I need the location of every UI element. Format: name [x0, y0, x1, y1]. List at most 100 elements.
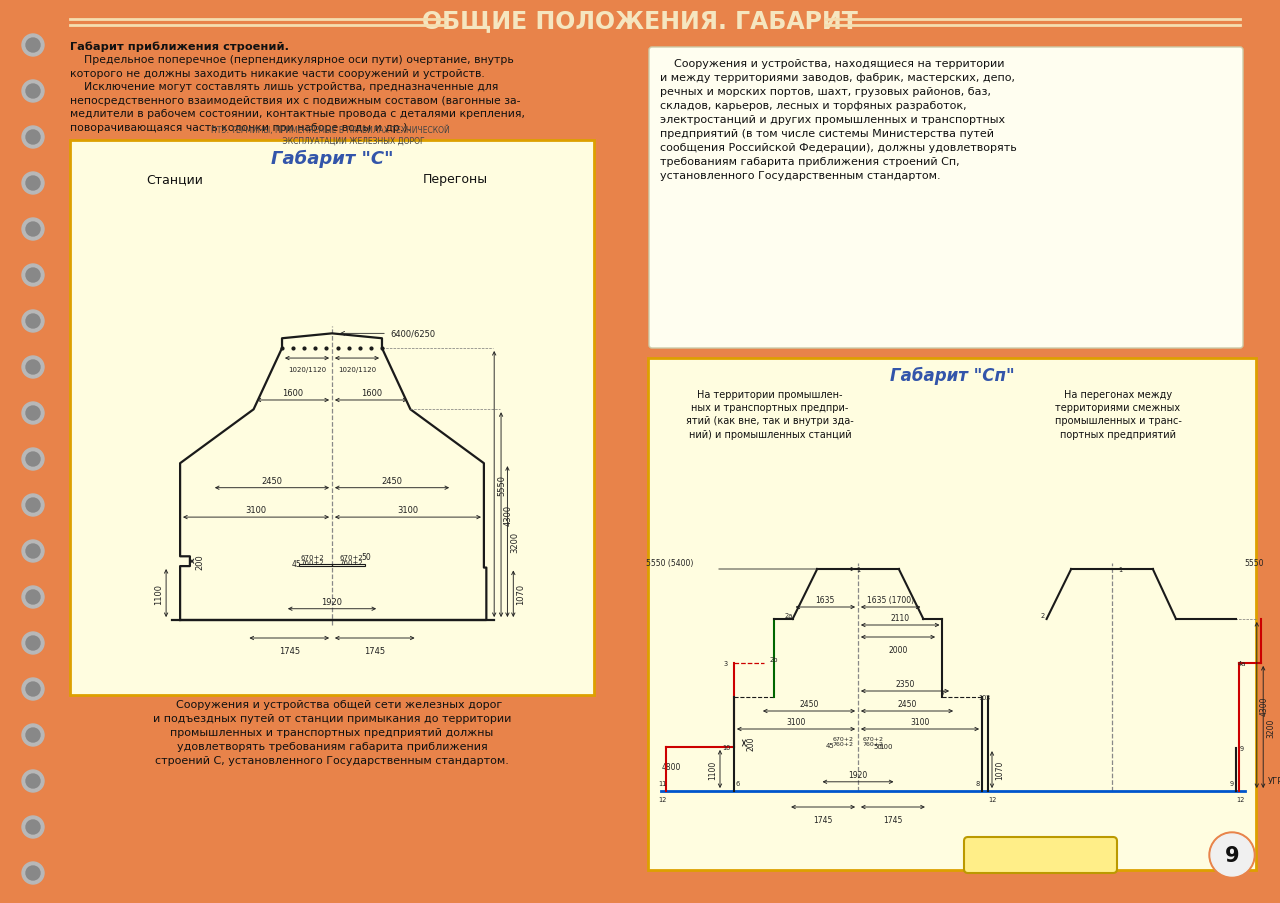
Text: 3200: 3200 — [1266, 718, 1275, 737]
Circle shape — [26, 820, 40, 834]
Text: 9: 9 — [1230, 780, 1234, 787]
Bar — [648, 358, 1256, 870]
Text: 2450: 2450 — [381, 476, 402, 485]
Text: Сооружения и устройства, находящиеся на территории
и между территориями заводов,: Сооружения и устройства, находящиеся на … — [660, 59, 1016, 181]
Circle shape — [22, 862, 44, 884]
Text: 12: 12 — [1235, 796, 1244, 802]
Text: ПТЭ, п.2.4: ПТЭ, п.2.4 — [1005, 849, 1075, 861]
Text: 760+2: 760+2 — [832, 741, 854, 747]
Circle shape — [1211, 834, 1253, 876]
Circle shape — [26, 85, 40, 99]
Text: 1100: 1100 — [708, 759, 717, 778]
Circle shape — [26, 637, 40, 650]
FancyBboxPatch shape — [649, 48, 1243, 349]
Text: 1745: 1745 — [365, 647, 385, 656]
Circle shape — [26, 683, 40, 696]
Text: 1: 1 — [856, 566, 860, 573]
Circle shape — [22, 724, 44, 746]
Circle shape — [26, 545, 40, 558]
Text: 2000: 2000 — [888, 646, 908, 655]
Text: 5550: 5550 — [497, 474, 506, 495]
Text: 11: 11 — [658, 780, 666, 787]
Text: 3: 3 — [986, 694, 989, 700]
Text: 5550: 5550 — [1244, 558, 1263, 567]
Text: 1070: 1070 — [995, 760, 1004, 779]
Circle shape — [22, 632, 44, 655]
Text: 9: 9 — [1225, 845, 1239, 865]
Text: 200: 200 — [195, 554, 204, 570]
Text: 1020/1120: 1020/1120 — [288, 367, 326, 373]
Text: 760+2: 760+2 — [339, 560, 364, 565]
Circle shape — [26, 39, 40, 53]
Text: 4300: 4300 — [504, 505, 513, 526]
Circle shape — [22, 495, 44, 517]
Text: 3100: 3100 — [246, 506, 266, 515]
Circle shape — [26, 177, 40, 191]
Text: Габарит "С": Габарит "С" — [271, 150, 393, 168]
Text: 6: 6 — [736, 780, 740, 787]
Text: 760+2: 760+2 — [301, 560, 324, 565]
Text: 50: 50 — [873, 743, 882, 749]
Text: 670+2: 670+2 — [863, 736, 883, 741]
Circle shape — [22, 265, 44, 286]
Circle shape — [22, 586, 44, 609]
Text: 4300: 4300 — [1260, 695, 1268, 715]
Text: 12: 12 — [988, 796, 996, 802]
Text: 3100: 3100 — [910, 717, 929, 726]
Text: 45: 45 — [826, 742, 835, 748]
Circle shape — [26, 774, 40, 788]
Text: 200: 200 — [748, 736, 756, 750]
Circle shape — [26, 314, 40, 329]
Circle shape — [22, 816, 44, 838]
Text: На территории промышлен-
ных и транспортных предпри-
ятий (как вне, так и внутри: На территории промышлен- ных и транспорт… — [686, 389, 854, 439]
Text: Сооружения и устройства общей сети железных дорог
и подъездных путей от станции : Сооружения и устройства общей сети желез… — [152, 699, 511, 765]
Text: Перегоны: Перегоны — [422, 172, 488, 186]
Circle shape — [22, 403, 44, 424]
Circle shape — [22, 449, 44, 470]
Text: ПТЭ. ТЕРМИНЫ, ПРИМЕНЯЕМЫЕ В ПРАВИЛАХ ТЕХНИЧЕСКОЙ
                    ЭКСПЛУАТАЦИ: ПТЭ. ТЕРМИНЫ, ПРИМЕНЯЕМЫЕ В ПРАВИЛАХ ТЕХ… — [211, 126, 449, 145]
Text: 50: 50 — [361, 553, 371, 562]
Text: 1635: 1635 — [815, 595, 835, 604]
Circle shape — [26, 591, 40, 604]
Text: 1: 1 — [1117, 566, 1123, 573]
Circle shape — [22, 357, 44, 378]
Circle shape — [26, 498, 40, 512]
Text: 2450: 2450 — [261, 476, 283, 485]
Text: 2: 2 — [1041, 612, 1044, 619]
Text: 2b: 2b — [769, 656, 778, 662]
Text: Станции: Станции — [147, 172, 204, 186]
Text: 1635 (1700): 1635 (1700) — [867, 595, 914, 604]
Bar — [300, 564, 332, 566]
Circle shape — [22, 678, 44, 700]
Text: 9: 9 — [1240, 745, 1244, 751]
Text: 1745: 1745 — [883, 815, 902, 824]
Text: 1920: 1920 — [321, 597, 343, 606]
Bar — [70, 141, 594, 695]
Circle shape — [26, 360, 40, 375]
Text: 1100: 1100 — [154, 583, 163, 604]
Text: 670+2: 670+2 — [832, 736, 854, 741]
Text: 10: 10 — [722, 744, 730, 750]
Circle shape — [26, 728, 40, 742]
Text: 1920: 1920 — [849, 770, 868, 779]
Circle shape — [22, 311, 44, 332]
Text: 670+2: 670+2 — [301, 554, 324, 561]
Circle shape — [22, 172, 44, 195]
Text: 3: 3 — [724, 660, 728, 666]
Text: 2450: 2450 — [799, 699, 819, 708]
Text: 5550 (5400): 5550 (5400) — [646, 558, 694, 567]
Text: 3100: 3100 — [397, 506, 419, 515]
Text: Габарит "Сп": Габарит "Сп" — [890, 367, 1014, 385]
Text: Исключение могут составлять лишь устройства, предназначенные для
непосредственно: Исключение могут составлять лишь устройс… — [70, 82, 525, 133]
Circle shape — [22, 126, 44, 149]
Text: 4a: 4a — [1238, 660, 1247, 666]
Circle shape — [22, 770, 44, 792]
Text: 2a: 2a — [785, 612, 792, 619]
Circle shape — [22, 540, 44, 563]
Text: 2110: 2110 — [891, 613, 910, 622]
Circle shape — [26, 452, 40, 467]
Text: 2350: 2350 — [895, 679, 915, 688]
Text: 100: 100 — [879, 743, 892, 749]
Circle shape — [26, 223, 40, 237]
Text: 760+2: 760+2 — [863, 741, 883, 747]
